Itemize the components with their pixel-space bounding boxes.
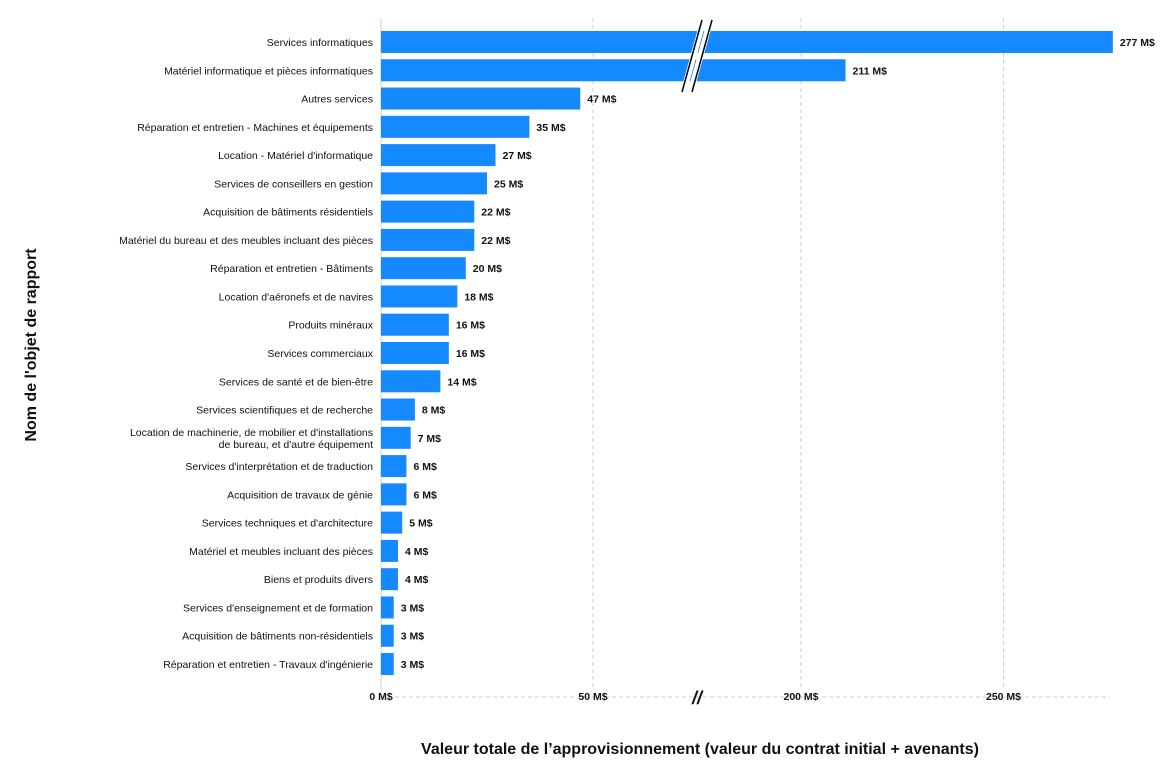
category-label: Services d'enseignement et de formation <box>183 602 373 614</box>
bar <box>381 539 398 562</box>
data-label: 16 M$ <box>456 348 485 360</box>
data-label: 3 M$ <box>401 659 425 671</box>
x-tick-labels: 0 M$ 50 M$ 200 M$ 250 M$ // <box>369 688 1021 708</box>
axis-break-symbol: // <box>691 688 704 708</box>
data-label: 6 M$ <box>413 489 437 501</box>
category-label: Services techniques et d'architecture <box>202 518 373 530</box>
bar <box>381 342 449 364</box>
break-gap <box>687 19 714 93</box>
data-label: 211 M$ <box>853 65 888 77</box>
category-label: Services scientifiques et de recherche <box>196 405 373 417</box>
category-label: Produits minéraux <box>288 320 373 332</box>
data-label: 25 M$ <box>494 178 523 190</box>
data-label: 5 M$ <box>409 518 433 530</box>
category-label: Autres services <box>301 94 373 106</box>
break-line <box>691 19 713 93</box>
bar <box>381 568 398 591</box>
category-label: Location - Matériel d'informatique <box>218 150 373 162</box>
bar <box>381 483 407 506</box>
category-label: Biens et produits divers <box>264 574 373 586</box>
bar <box>381 87 581 110</box>
category-label: Matériel du bureau et des meubles inclua… <box>119 235 373 247</box>
category-label: Acquisition de bâtiments résidentiels <box>203 207 373 219</box>
data-label: 14 M$ <box>447 376 476 388</box>
bar <box>381 313 449 336</box>
bar <box>381 426 411 449</box>
axis-break-marks <box>680 19 714 93</box>
category-label: Services de santé et de bien-être <box>219 376 373 388</box>
data-label: 8 M$ <box>422 405 446 417</box>
bar <box>381 624 394 647</box>
bar <box>381 455 407 478</box>
bar <box>381 144 496 167</box>
bar <box>381 370 441 393</box>
category-label: Services d'interprétation et de traducti… <box>185 461 373 473</box>
category-label: Réparation et entretien - Bâtiments <box>210 263 373 275</box>
data-label: 18 M$ <box>464 291 493 303</box>
bar <box>381 59 846 82</box>
category-label: Services commerciaux <box>267 348 373 360</box>
bar <box>381 653 394 675</box>
bars <box>381 19 1113 675</box>
category-label: Matériel informatique et pièces informat… <box>164 65 373 77</box>
bar <box>381 31 1113 53</box>
data-label: 277 M$ <box>1120 37 1155 49</box>
category-labels: Services informatiques Matériel informati… <box>119 37 374 671</box>
category-label: Services de conseillers en gestion <box>214 178 373 190</box>
category-label: Réparation et entretien - Travaux d'ingé… <box>163 659 373 671</box>
x-tick-label: 200 M$ <box>783 691 818 703</box>
data-label: 22 M$ <box>481 207 510 219</box>
break-line <box>681 19 703 93</box>
bar <box>381 398 415 421</box>
y-axis-title: Nom de l'objet de rapport <box>23 248 40 442</box>
x-tick-label: 0 M$ <box>369 691 393 703</box>
bar <box>381 228 475 251</box>
category-label: Acquisition de travaux de génie <box>227 489 373 501</box>
bar <box>381 511 403 534</box>
data-label: 7 M$ <box>418 433 442 445</box>
bar <box>381 200 475 223</box>
data-label: 3 M$ <box>401 631 425 643</box>
data-label: 16 M$ <box>456 320 485 332</box>
data-label: 4 M$ <box>405 574 429 586</box>
data-label: 35 M$ <box>536 122 565 134</box>
data-label: 20 M$ <box>473 263 502 275</box>
data-label: 3 M$ <box>401 602 425 614</box>
x-axis-title: Valeur totale de l’approvisionnement (va… <box>421 741 979 758</box>
bar <box>381 172 487 195</box>
category-label: Réparation et entretien - Machines et éq… <box>137 122 373 134</box>
category-label: Location d'aéronefs et de navires <box>219 291 373 303</box>
bar <box>381 285 458 308</box>
category-label: Matériel et meubles incluant des pièces <box>189 546 373 558</box>
x-tick-label: 50 M$ <box>578 691 607 703</box>
bar <box>381 115 530 138</box>
category-label: Services informatiques <box>267 37 373 49</box>
bar <box>381 257 466 280</box>
data-label: 22 M$ <box>481 235 510 247</box>
data-label: 6 M$ <box>413 461 437 473</box>
bar <box>381 596 394 619</box>
data-label: 27 M$ <box>502 150 531 162</box>
value-labels: 277 M$ 211 M$ 47 M$ 35 M$ 27 M$ 25 M$ 22 M$ 22 … <box>401 37 1155 671</box>
category-label: Acquisition de bâtiments non-résidentiel… <box>182 631 373 643</box>
data-label: 4 M$ <box>405 546 429 558</box>
break-gap <box>680 19 707 93</box>
x-tick-label: 250 M$ <box>986 691 1021 703</box>
data-label: 47 M$ <box>587 94 616 106</box>
category-label: Location de machinerie, de mobilier et d… <box>130 427 373 451</box>
